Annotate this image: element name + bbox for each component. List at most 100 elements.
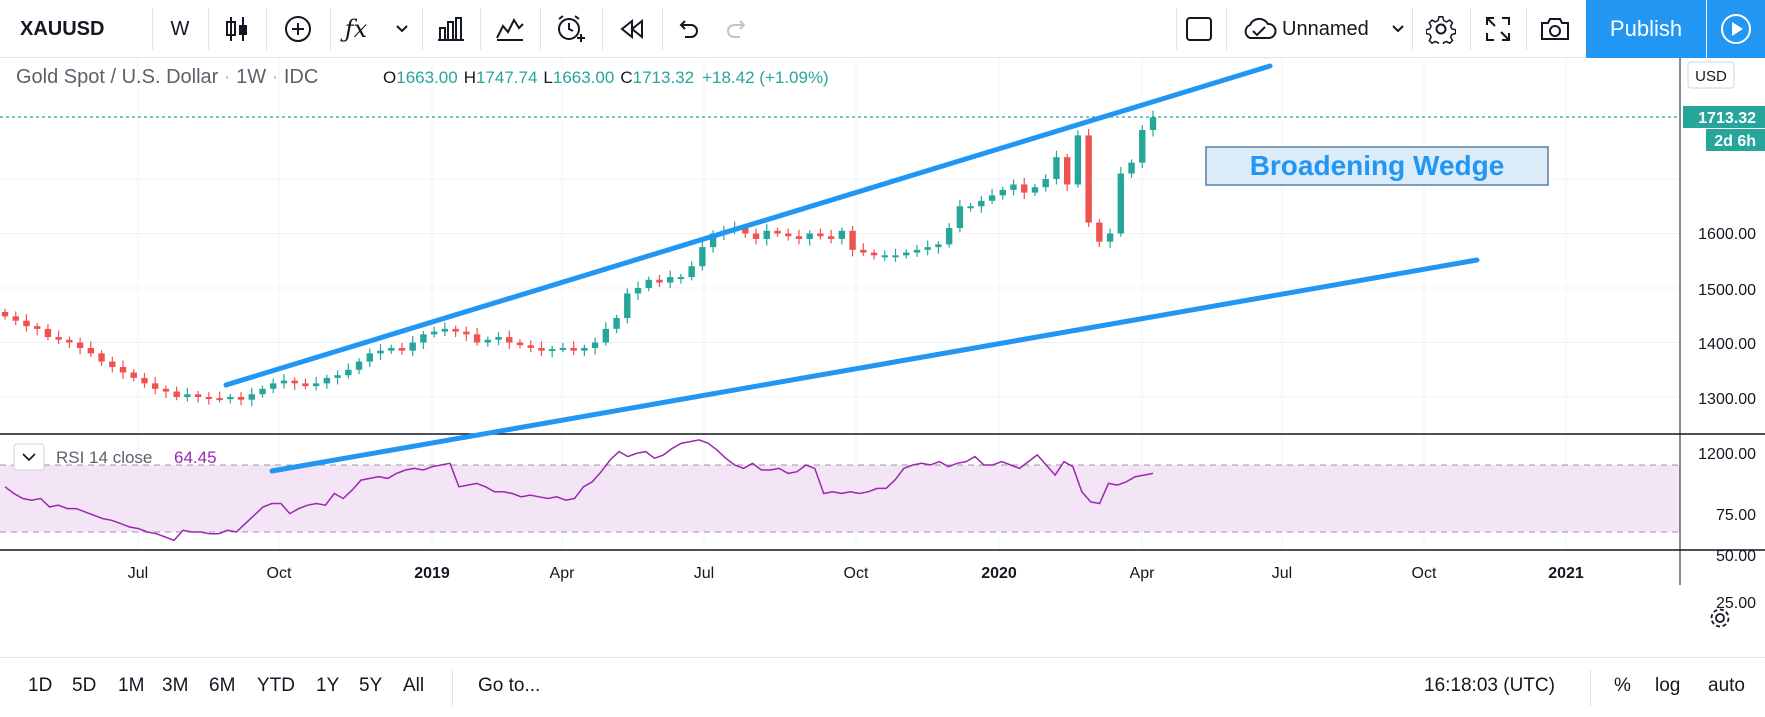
candle-body bbox=[1063, 157, 1071, 185]
chevron-down-icon bbox=[22, 453, 36, 462]
time-axis-label: 2021 bbox=[1548, 565, 1584, 582]
templates-icon[interactable] bbox=[422, 0, 480, 58]
currency-button[interactable] bbox=[1687, 61, 1735, 89]
candle-body bbox=[924, 247, 931, 250]
legend-c-value: 1713.32 bbox=[633, 68, 694, 87]
candle-body bbox=[645, 279, 652, 288]
candle-body bbox=[967, 206, 974, 209]
legend-l-label: L bbox=[543, 68, 552, 87]
rsi-tick: 75.00 bbox=[1716, 507, 1756, 524]
toolbar-divider bbox=[422, 8, 423, 50]
candle-body bbox=[87, 347, 95, 354]
candle-body bbox=[978, 200, 985, 207]
candle-body bbox=[1106, 233, 1114, 242]
toolbar-divider bbox=[208, 8, 209, 50]
indicators-fx-icon[interactable]: ƒx bbox=[344, 15, 368, 43]
candle-body bbox=[838, 230, 846, 239]
replay-icon[interactable] bbox=[602, 0, 662, 58]
candle-body bbox=[634, 288, 642, 294]
range-ytd-button[interactable]: YTD bbox=[257, 675, 295, 696]
candle-body bbox=[473, 334, 481, 343]
candle-body bbox=[312, 383, 320, 387]
candle-body bbox=[999, 189, 1006, 196]
candle-body bbox=[441, 328, 449, 332]
axis-settings-gear-icon[interactable] bbox=[1710, 608, 1730, 628]
chart-canvas[interactable]: Broadening Wedge Gold Spot / U.S. Dollar… bbox=[0, 58, 1765, 657]
time-axis-label: Oct bbox=[844, 565, 869, 582]
candle-body bbox=[613, 317, 620, 329]
candle-body bbox=[463, 331, 470, 335]
wedge-upper-trendline[interactable] bbox=[223, 63, 1273, 388]
range-all-button[interactable]: All bbox=[403, 675, 425, 696]
candle-body bbox=[1085, 135, 1092, 223]
candle-body bbox=[291, 380, 298, 384]
legend-title: Gold Spot / U.S. Dollar · 1W · IDC bbox=[16, 66, 318, 88]
candle-body bbox=[699, 247, 706, 267]
rsi-tick: 25.00 bbox=[1716, 595, 1756, 612]
annotation-box[interactable] bbox=[1205, 146, 1549, 186]
candle-body bbox=[1021, 184, 1028, 193]
range-5d-button[interactable]: 5D bbox=[72, 675, 97, 696]
wedge-lower-trendline[interactable] bbox=[269, 257, 1480, 474]
range-1d-button[interactable]: 1D bbox=[28, 675, 53, 696]
cloud-save-icon[interactable] bbox=[1236, 0, 1282, 58]
play-button[interactable] bbox=[1707, 0, 1765, 58]
candle-body bbox=[55, 337, 62, 340]
range-1m-button[interactable]: 1M bbox=[118, 675, 145, 696]
candle-body bbox=[345, 369, 352, 376]
rsi-tick: 50.00 bbox=[1716, 548, 1756, 565]
candle-body bbox=[677, 277, 685, 280]
layout-chevron-icon[interactable] bbox=[1384, 0, 1412, 58]
undo-icon[interactable] bbox=[662, 0, 712, 58]
countdown-badge bbox=[1706, 129, 1765, 151]
legend-symbol-name: Gold Spot / U.S. Dollar bbox=[16, 66, 219, 88]
broadening-wedge-annotation[interactable]: Broadening Wedge bbox=[1205, 146, 1549, 186]
log-scale-toggle[interactable]: log bbox=[1655, 675, 1681, 696]
candle-body bbox=[162, 388, 170, 392]
candle-body bbox=[334, 375, 341, 378]
candle-body bbox=[66, 339, 73, 343]
toolbar-divider bbox=[152, 8, 153, 50]
indicator-template-icon[interactable] bbox=[480, 0, 540, 58]
candle-body bbox=[302, 383, 309, 387]
candle-body bbox=[452, 328, 459, 332]
add-compare-icon[interactable] bbox=[266, 0, 330, 58]
toolbar-divider bbox=[1526, 8, 1527, 50]
utc-clock[interactable]: 16:18:03 (UTC) bbox=[1424, 675, 1555, 696]
camera-snapshot-icon[interactable] bbox=[1526, 0, 1584, 58]
alert-clock-icon[interactable] bbox=[540, 0, 602, 58]
symbol-search-button[interactable]: XAUUSD bbox=[20, 17, 105, 40]
time-axis[interactable]: Jul Oct 2019 Apr Jul Oct 2020 Apr Jul Oct 2021 bbox=[128, 565, 1584, 582]
candle-body bbox=[656, 279, 663, 283]
rsi-legend: RSI 14 close 64.45 bbox=[13, 443, 217, 471]
candle-body bbox=[130, 372, 137, 378]
range-6m-button[interactable]: 6M bbox=[209, 675, 236, 696]
range-3m-button[interactable]: 3M bbox=[162, 675, 189, 696]
candle-body bbox=[709, 233, 717, 248]
redo-icon[interactable] bbox=[712, 0, 764, 58]
price-axis[interactable]: USD 1600.00 1500.00 1400.00 1300.00 1200… bbox=[1683, 61, 1765, 612]
rsi-collapse-button[interactable] bbox=[13, 443, 45, 471]
layout-name-label[interactable]: Unnamed bbox=[1282, 17, 1369, 40]
candle-body bbox=[892, 255, 899, 258]
percent-scale-toggle[interactable]: % bbox=[1614, 675, 1631, 696]
candle-body bbox=[1096, 222, 1103, 242]
bar-style-icon[interactable] bbox=[208, 0, 266, 58]
candle-body bbox=[1042, 179, 1049, 188]
candle-body bbox=[23, 320, 30, 327]
fullscreen-icon[interactable] bbox=[1470, 0, 1526, 58]
dropdown-chevron-icon[interactable] bbox=[382, 0, 422, 58]
rectangle-select-icon[interactable] bbox=[1176, 0, 1222, 58]
time-axis-label: Oct bbox=[1412, 565, 1437, 582]
range-1y-button[interactable]: 1Y bbox=[316, 675, 340, 696]
candle-body bbox=[559, 347, 567, 350]
price-tick: 1400.00 bbox=[1698, 336, 1756, 353]
auto-scale-toggle[interactable]: auto bbox=[1708, 675, 1745, 696]
interval-button[interactable]: W bbox=[170, 17, 190, 40]
candle-body bbox=[44, 328, 52, 338]
goto-date-button[interactable]: Go to... bbox=[478, 675, 541, 696]
settings-gear-icon[interactable] bbox=[1412, 0, 1470, 58]
range-5y-button[interactable]: 5Y bbox=[359, 675, 383, 696]
candle-body bbox=[506, 337, 513, 343]
publish-button[interactable]: Publish bbox=[1586, 0, 1706, 58]
